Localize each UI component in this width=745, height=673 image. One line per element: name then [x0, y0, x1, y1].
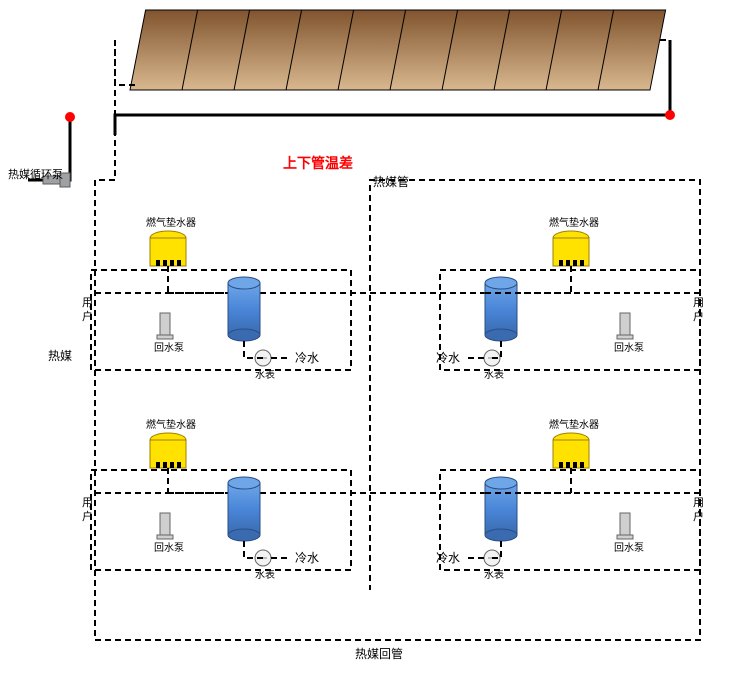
gas-heater-label: 燃气垫水器	[549, 216, 599, 229]
user-label: 用	[693, 297, 704, 309]
junction-dot	[65, 112, 75, 122]
label-hot-pipe: 热媒管	[373, 173, 409, 190]
svg-text:水表: 水表	[255, 568, 275, 581]
svg-text:水表: 水表	[484, 368, 504, 381]
gas-heater-label: 燃气垫水器	[146, 418, 196, 431]
water-tank	[485, 283, 517, 335]
svg-text:水表: 水表	[484, 568, 504, 581]
user-unit-0	[91, 231, 351, 370]
dashed-pipe	[95, 40, 700, 640]
svg-text:回水泵: 回水泵	[614, 542, 644, 554]
gas-heater-label: 燃气垫水器	[146, 216, 196, 229]
user-label: 用	[693, 497, 704, 509]
cold-water-label: 冷水	[295, 551, 319, 565]
user-label: 用	[82, 297, 93, 309]
return-pump	[620, 513, 630, 535]
return-pump	[620, 313, 630, 335]
svg-text:户: 户	[82, 509, 93, 523]
label-temp-diff: 上下管温差	[283, 153, 353, 173]
junction-dot	[665, 110, 675, 120]
diagram-root: 燃气垫水器回水泵水表冷水用户燃气垫水器回水泵水表冷水用户燃气垫水器回水泵水表冷水…	[0, 0, 745, 668]
return-pump	[160, 513, 170, 535]
svg-text:户: 户	[82, 309, 93, 323]
label-hot-return: 热媒回管	[355, 645, 403, 662]
svg-text:回水泵: 回水泵	[154, 342, 184, 354]
water-tank	[228, 483, 260, 535]
user-unit-3	[440, 433, 700, 570]
svg-text:回水泵: 回水泵	[614, 342, 644, 354]
svg-text:户: 户	[693, 309, 704, 323]
svg-text:水表: 水表	[255, 368, 275, 381]
water-tank	[228, 283, 260, 335]
cold-water-label: 冷水	[436, 551, 460, 565]
water-tank	[485, 483, 517, 535]
user-unit-1	[440, 231, 700, 370]
user-unit-2	[91, 433, 351, 570]
cold-water-label: 冷水	[436, 351, 460, 365]
gas-heater-label: 燃气垫水器	[549, 418, 599, 431]
label-hot-medium: 热媒	[48, 347, 72, 364]
cold-water-label: 冷水	[295, 351, 319, 365]
label-pump-main: 热媒循环泵	[8, 166, 63, 182]
svg-text:户: 户	[693, 509, 704, 523]
return-pump	[160, 313, 170, 335]
svg-text:回水泵: 回水泵	[154, 542, 184, 554]
user-label: 用	[82, 497, 93, 509]
diagram-svg: 燃气垫水器回水泵水表冷水用户燃气垫水器回水泵水表冷水用户燃气垫水器回水泵水表冷水…	[0, 0, 745, 668]
